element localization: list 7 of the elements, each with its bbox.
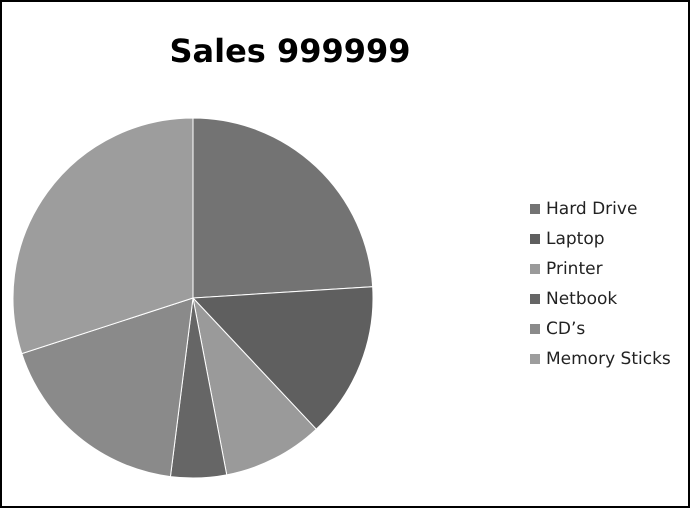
legend-label: Hard Drive — [546, 199, 638, 219]
legend-label: CD’s — [546, 319, 586, 339]
legend-label: Netbook — [546, 289, 618, 309]
legend-label: Printer — [546, 259, 603, 279]
legend-label: Laptop — [546, 229, 605, 249]
chart-title: Sales 999999 — [169, 32, 411, 70]
legend-label: Memory Sticks — [546, 349, 671, 369]
